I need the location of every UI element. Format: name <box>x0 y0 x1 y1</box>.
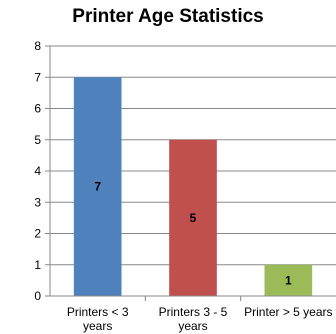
data-label: 5 <box>190 211 197 225</box>
data-label: 7 <box>94 180 101 194</box>
y-tick-label: 7 <box>34 70 41 84</box>
x-category-label: Printer > 5 years <box>244 305 332 319</box>
chart-title: Printer Age Statistics <box>72 6 264 27</box>
y-tick-label: 2 <box>34 227 41 241</box>
labels: 0 1 2 3 4 5 6 7 8 7 Printers < 3 years 5 Printers 3 -… <box>34 39 332 333</box>
bar <box>73 77 122 296</box>
bar <box>264 264 313 296</box>
y-tick-label: 5 <box>34 133 41 147</box>
y-tick-label: 6 <box>34 102 41 116</box>
y-tick-label: 0 <box>34 289 41 303</box>
y-tick-label: 8 <box>34 39 41 53</box>
x-category-label: Printers < 3 years <box>67 305 129 333</box>
data-label: 1 <box>285 273 292 287</box>
y-tick-label: 4 <box>34 164 41 178</box>
y-tick-label: 1 <box>34 258 41 272</box>
bar <box>169 139 217 296</box>
y-tick-label: 3 <box>34 195 41 209</box>
axes <box>45 45 336 301</box>
x-category-label: Printers 3 - 5 years <box>159 305 228 333</box>
bars <box>73 77 313 296</box>
